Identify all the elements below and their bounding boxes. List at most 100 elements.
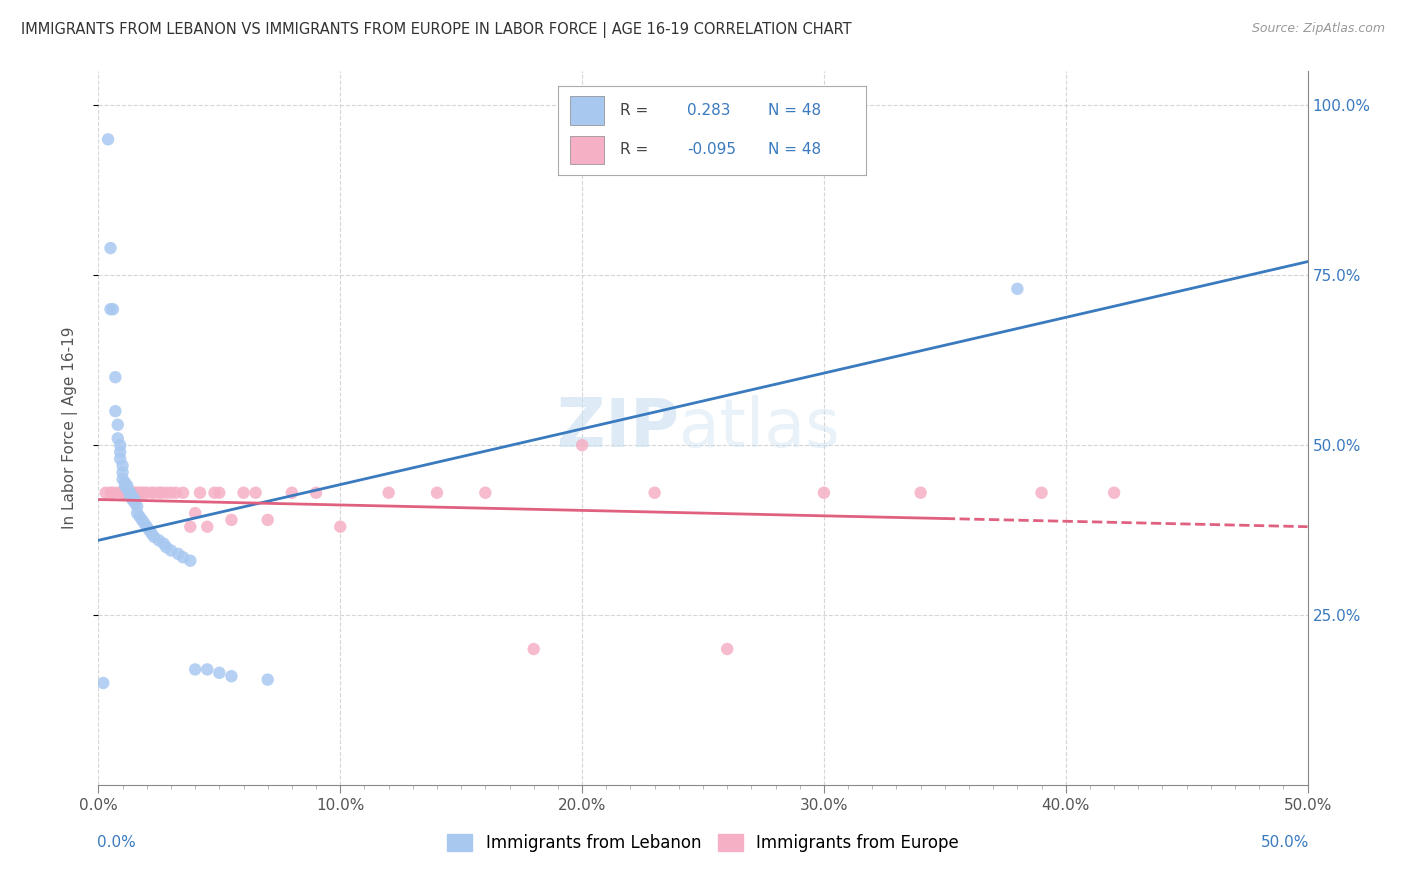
Text: ZIP: ZIP: [557, 395, 679, 461]
Immigrants from Europe: [128, 485, 150, 500]
Text: 0.0%: 0.0%: [97, 835, 136, 850]
Immigrants from Lebanon: [138, 523, 160, 537]
Immigrants from Europe: [160, 485, 183, 500]
Immigrants from Europe: [329, 519, 352, 533]
Immigrants from Europe: [523, 642, 546, 657]
Text: 50.0%: 50.0%: [1260, 835, 1309, 850]
Immigrants from Lebanon: [108, 451, 131, 466]
Immigrants from Europe: [256, 513, 278, 527]
Immigrants from Lebanon: [104, 370, 127, 384]
Immigrants from Europe: [165, 485, 187, 500]
Immigrants from Europe: [208, 485, 231, 500]
Immigrants from Lebanon: [108, 438, 131, 452]
Immigrants from Europe: [426, 485, 449, 500]
Text: IMMIGRANTS FROM LEBANON VS IMMIGRANTS FROM EUROPE IN LABOR FORCE | AGE 16-19 COR: IMMIGRANTS FROM LEBANON VS IMMIGRANTS FR…: [21, 22, 852, 38]
Immigrants from Lebanon: [134, 516, 156, 531]
Immigrants from Europe: [184, 506, 207, 520]
Immigrants from Europe: [134, 485, 156, 500]
Immigrants from Europe: [910, 485, 932, 500]
Immigrants from Europe: [107, 485, 129, 500]
Immigrants from Lebanon: [111, 458, 134, 473]
Immigrants from Lebanon: [179, 554, 201, 568]
Immigrants from Europe: [232, 485, 254, 500]
Immigrants from Europe: [131, 485, 153, 500]
Immigrants from Europe: [101, 485, 124, 500]
Immigrants from Lebanon: [127, 500, 149, 514]
Immigrants from Lebanon: [121, 492, 143, 507]
Immigrants from Europe: [111, 485, 134, 500]
Immigrants from Lebanon: [91, 676, 114, 690]
Immigrants from Lebanon: [135, 519, 157, 533]
Immigrants from Europe: [188, 485, 211, 500]
Immigrants from Lebanon: [101, 302, 124, 317]
Immigrants from Europe: [118, 485, 141, 500]
Immigrants from Lebanon: [117, 483, 139, 497]
Immigrants from Lebanon: [114, 479, 136, 493]
Immigrants from Europe: [94, 485, 117, 500]
Immigrants from Lebanon: [124, 492, 146, 507]
Immigrants from Lebanon: [104, 404, 127, 418]
Immigrants from Lebanon: [107, 431, 129, 445]
Legend: Immigrants from Lebanon, Immigrants from Europe: Immigrants from Lebanon, Immigrants from…: [440, 827, 966, 859]
Immigrants from Lebanon: [107, 417, 129, 432]
Immigrants from Lebanon: [118, 485, 141, 500]
Immigrants from Europe: [114, 485, 136, 500]
Immigrants from Europe: [155, 485, 177, 500]
Immigrants from Lebanon: [221, 669, 243, 683]
Immigrants from Lebanon: [124, 496, 146, 510]
Immigrants from Lebanon: [195, 662, 218, 676]
Immigrants from Lebanon: [208, 665, 231, 680]
Immigrants from Europe: [195, 519, 218, 533]
Immigrants from Lebanon: [118, 489, 141, 503]
Immigrants from Europe: [121, 485, 143, 500]
Immigrants from Europe: [204, 485, 226, 500]
Immigrants from Lebanon: [184, 662, 207, 676]
Immigrants from Europe: [644, 485, 666, 500]
Immigrants from Lebanon: [111, 466, 134, 480]
Immigrants from Lebanon: [117, 479, 139, 493]
Immigrants from Europe: [474, 485, 496, 500]
Immigrants from Lebanon: [131, 513, 153, 527]
Immigrants from Lebanon: [141, 526, 163, 541]
Immigrants from Europe: [245, 485, 267, 500]
Immigrants from Lebanon: [114, 475, 136, 490]
Immigrants from Europe: [571, 438, 593, 452]
Immigrants from Lebanon: [100, 302, 122, 317]
Immigrants from Europe: [377, 485, 399, 500]
Immigrants from Lebanon: [152, 537, 174, 551]
Immigrants from Lebanon: [143, 530, 166, 544]
Immigrants from Europe: [221, 513, 243, 527]
Immigrants from Lebanon: [148, 533, 170, 548]
Immigrants from Lebanon: [100, 241, 122, 255]
Y-axis label: In Labor Force | Age 16-19: In Labor Force | Age 16-19: [62, 326, 77, 530]
Immigrants from Lebanon: [155, 540, 177, 554]
Text: Source: ZipAtlas.com: Source: ZipAtlas.com: [1251, 22, 1385, 36]
Immigrants from Europe: [1102, 485, 1125, 500]
Text: atlas: atlas: [679, 395, 839, 461]
Immigrants from Lebanon: [160, 543, 183, 558]
Immigrants from Lebanon: [127, 506, 149, 520]
Immigrants from Lebanon: [118, 485, 141, 500]
Immigrants from Europe: [716, 642, 738, 657]
Immigrants from Europe: [281, 485, 304, 500]
Immigrants from Lebanon: [128, 509, 150, 524]
Immigrants from Lebanon: [97, 132, 120, 146]
Immigrants from Lebanon: [1007, 282, 1029, 296]
Immigrants from Lebanon: [167, 547, 190, 561]
Immigrants from Europe: [148, 485, 170, 500]
Immigrants from Lebanon: [111, 472, 134, 486]
Immigrants from Lebanon: [256, 673, 278, 687]
Immigrants from Europe: [1031, 485, 1053, 500]
Immigrants from Lebanon: [108, 445, 131, 459]
Immigrants from Europe: [141, 485, 163, 500]
Immigrants from Lebanon: [121, 489, 143, 503]
Immigrants from Europe: [179, 519, 201, 533]
Immigrants from Lebanon: [172, 550, 194, 565]
Immigrants from Europe: [135, 485, 157, 500]
Immigrants from Europe: [172, 485, 194, 500]
Immigrants from Europe: [143, 485, 166, 500]
Immigrants from Europe: [150, 485, 173, 500]
Immigrants from Europe: [124, 485, 146, 500]
Immigrants from Europe: [111, 485, 134, 500]
Immigrants from Europe: [813, 485, 835, 500]
